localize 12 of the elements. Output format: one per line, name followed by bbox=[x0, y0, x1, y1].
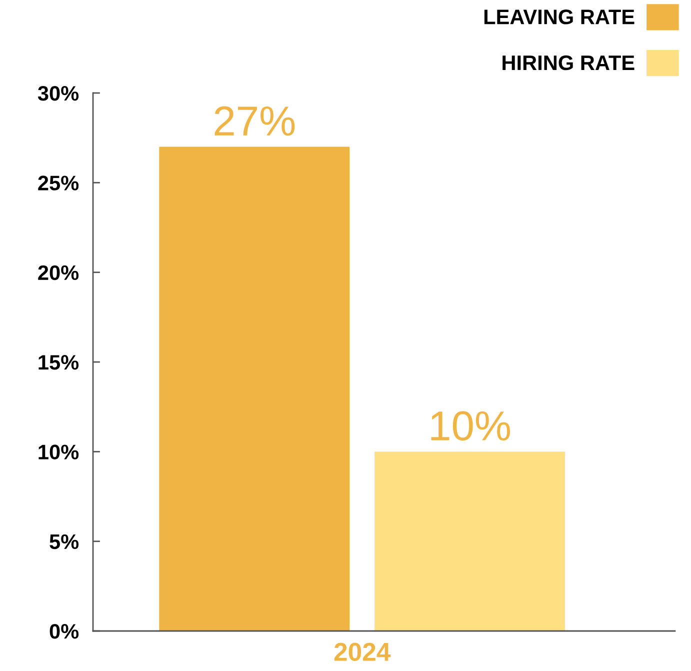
legend-label: LEAVING RATE bbox=[484, 10, 634, 24]
data-label: 10% bbox=[431, 411, 510, 441]
x-tick-label: 2024 bbox=[334, 642, 391, 661]
y-tick-label: 5% bbox=[50, 534, 79, 550]
y-tick-label: 25% bbox=[38, 176, 79, 190]
y-tick-label: 30% bbox=[38, 86, 79, 101]
y-tick-label: 15% bbox=[38, 355, 79, 370]
y-tick-label: 0% bbox=[50, 624, 79, 639]
y-tick-label: 10% bbox=[38, 444, 79, 460]
legend-label: HIRING RATE bbox=[502, 55, 634, 70]
y-tick-label: 20% bbox=[38, 265, 79, 280]
data-label: 27% bbox=[214, 106, 295, 136]
